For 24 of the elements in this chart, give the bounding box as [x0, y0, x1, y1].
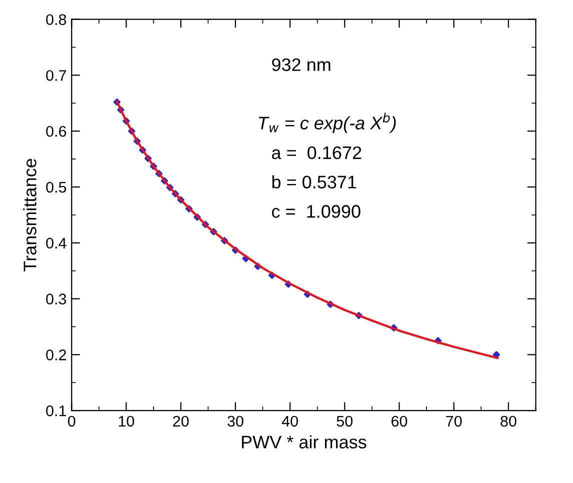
y-tick-label: 0.2 — [46, 350, 66, 360]
x-tick-label: 20 — [173, 416, 189, 427]
annotation: c = 1.0990 — [272, 205, 360, 218]
x-tick-label: 80 — [500, 416, 516, 427]
y-axis-title: Transmittance — [23, 158, 36, 272]
y-tick-label: 0.4 — [46, 238, 66, 249]
annotation: a = 0.1672 — [272, 146, 362, 160]
x-tick-label: 40 — [282, 416, 298, 427]
x-tick-label: 0 — [68, 416, 76, 427]
x-tick-label: 10 — [118, 416, 134, 427]
x-tick-label: 60 — [392, 416, 408, 427]
annotation: T$_{w}$ = c exp(-a X$^{b}$) — [258, 112, 396, 134]
x-tick-label: 50 — [336, 416, 353, 427]
x-tick-label: 70 — [446, 416, 462, 427]
y-tick-label: 0.8 — [46, 14, 66, 26]
y-tick-label: 0.6 — [46, 126, 66, 137]
y-tick-label: 0.3 — [46, 294, 66, 304]
y-tick-label: 0.5 — [46, 182, 66, 193]
annotation: b = 0.5371 — [272, 175, 356, 188]
y-tick-label: 0.1 — [46, 405, 66, 416]
x-tick-label: 30 — [228, 416, 244, 427]
annotation: 932 nm — [272, 58, 330, 72]
x-axis-title: PWV * air mass — [242, 435, 366, 448]
y-tick-label: 0.7 — [46, 70, 66, 81]
